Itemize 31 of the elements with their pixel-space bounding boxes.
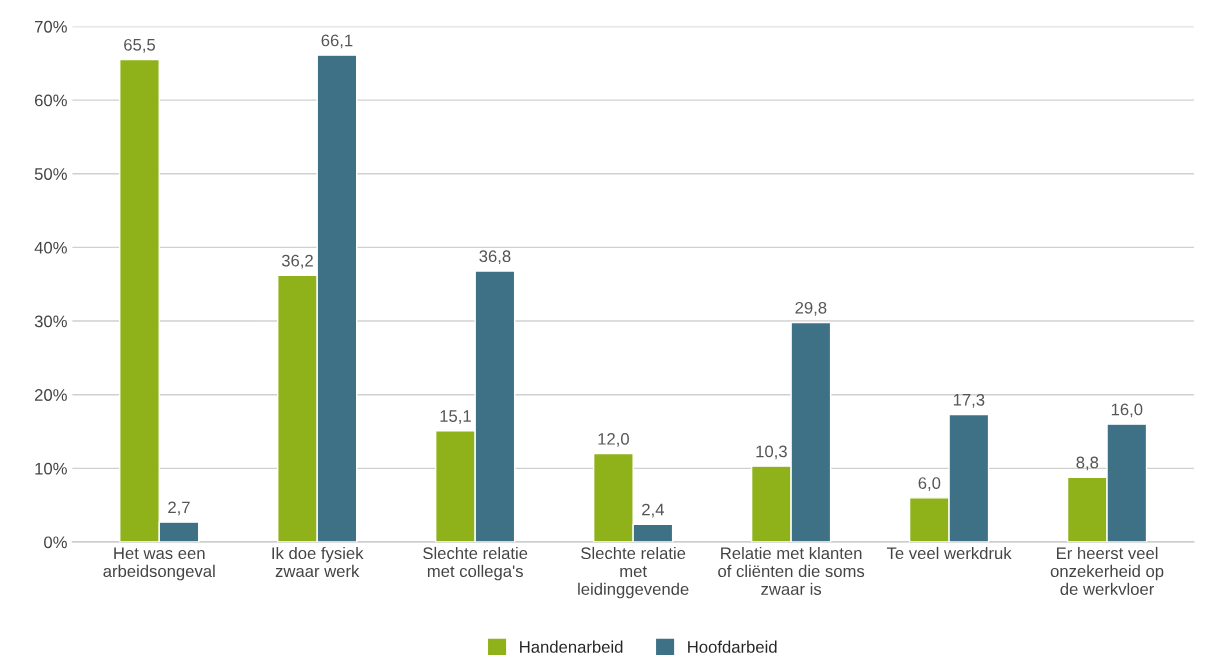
data-label: 12,0	[598, 432, 629, 447]
data-label: 66,1	[321, 34, 353, 49]
x-tick-label: Slechte relatie met leidinggevende	[578, 546, 689, 599]
data-label: 6,0	[918, 477, 941, 491]
data-label: 2,4	[642, 503, 664, 518]
data-label: 36,8	[479, 250, 511, 265]
y-tick-label: 20%	[34, 389, 67, 401]
y-tick-label: 50%	[34, 168, 67, 180]
y-tick-label: 70%	[35, 20, 67, 33]
data-label: 2,7	[168, 501, 190, 516]
x-tick-label: Er heerst veel onzekerheid op de werkvloer	[1050, 546, 1164, 596]
data-label: 29,8	[795, 301, 827, 316]
y-tick-label: 60%	[34, 94, 67, 107]
data-label: 36,2	[281, 254, 313, 269]
x-tick-label: Relatie met klanten of cliënten die soms zwaar is	[718, 546, 865, 596]
y-tick-label: 40%	[34, 241, 67, 254]
data-label: 10,3	[756, 445, 787, 460]
data-label: 8,8	[1076, 456, 1099, 471]
x-tick-label: Het was een arbeidsongeval	[103, 547, 215, 581]
y-tick-label: 10%	[35, 462, 67, 475]
data-label: 17,3	[953, 393, 985, 408]
legend-label: Handenarbeid	[520, 640, 623, 653]
y-tick-label: 30%	[34, 315, 67, 328]
data-label: 15,1	[440, 410, 471, 424]
x-tick-label: Te veel werkdruk	[886, 546, 1012, 560]
legend-label: Hoofdarbeid	[688, 640, 777, 653]
data-label: 16,0	[1111, 403, 1143, 418]
y-tick-label: 0%	[44, 536, 67, 549]
x-tick-label: Slechte relatie met collega's	[423, 546, 528, 581]
data-label: 65,5	[124, 38, 156, 53]
x-tick-label: Ik doe fysiek zwaar werk	[272, 546, 364, 578]
